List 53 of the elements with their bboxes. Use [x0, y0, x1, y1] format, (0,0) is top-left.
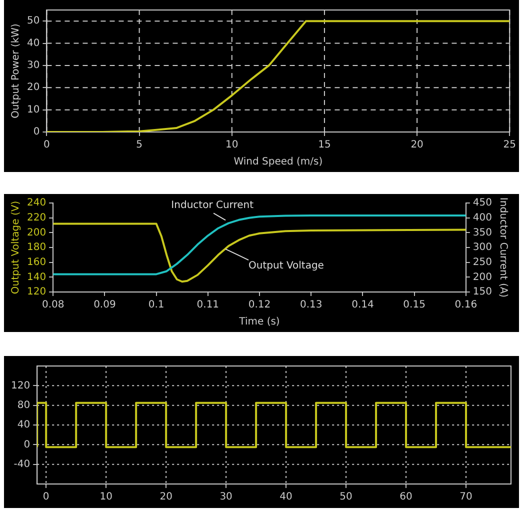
x-tick-label: 0.1: [148, 300, 164, 311]
y-tick-label: 0: [24, 439, 30, 450]
x-tick-label: 10: [100, 492, 112, 503]
x-tick-label: 0.12: [248, 300, 271, 311]
y-tick-label: 80: [17, 400, 30, 411]
x-tick-label: 0.13: [300, 300, 322, 311]
y-tick-label: 200: [26, 227, 46, 238]
x-tick-label: 10: [226, 140, 238, 151]
y-tick-label: 0: [33, 126, 40, 138]
x-tick-label: 0.15: [403, 300, 426, 311]
y-axis-title: Output Voltage (V): [10, 200, 22, 294]
y-tick-label: 40: [17, 420, 30, 431]
y2-tick-label: 300: [472, 242, 492, 254]
x-tick-label: 0.14: [352, 300, 374, 311]
x-tick-label: 5: [136, 140, 142, 151]
y-tick-label: 140: [26, 272, 46, 283]
y2-tick-label: 400: [472, 212, 492, 224]
x-tick-label: 20: [160, 492, 172, 503]
x-tick-label: 0.08: [42, 300, 64, 311]
y2-tick-label: 450: [472, 198, 492, 209]
x-tick-label: 15: [318, 140, 331, 151]
y2-axis-title: Inductor Current (A): [497, 197, 508, 298]
x-tick-label: 40: [280, 492, 292, 503]
y-tick-label: 10: [26, 104, 40, 116]
y-tick-label: 240: [26, 198, 46, 209]
y2-tick-label: 150: [472, 286, 492, 298]
x-tick-label: 25: [503, 140, 516, 151]
x-tick-label: 0.11: [196, 300, 220, 311]
y-tick-label: 20: [26, 82, 40, 94]
y-tick-label: 50: [26, 16, 40, 27]
y-tick-label: 220: [26, 212, 46, 224]
y2-tick-label: 250: [472, 256, 492, 268]
x-axis-title: Wind Speed (m/s): [234, 156, 323, 168]
series-label: Inductor Current: [171, 200, 254, 211]
x-axis-title: Time (s): [238, 316, 280, 328]
text: Output Voltage: [248, 260, 324, 272]
x-tick-label: 0.16: [454, 300, 478, 311]
x-tick-label: 70: [460, 492, 472, 503]
y-tick-label: 120: [10, 380, 30, 392]
y-tick-label: 180: [26, 242, 46, 254]
y-tick-label: 30: [26, 60, 40, 72]
y2-tick-label: 200: [472, 272, 492, 283]
x-tick-label: 30: [220, 492, 232, 503]
y-tick-label: 120: [26, 286, 46, 298]
y-tick-label: 160: [26, 256, 46, 268]
x-tick-label: 0.09: [94, 300, 116, 311]
y2-tick-label: 350: [472, 227, 492, 238]
y-tick-label: 40: [26, 38, 40, 49]
x-tick-label: 50: [340, 492, 352, 503]
y-tick-label: -40: [14, 458, 30, 470]
x-tick-label: 60: [400, 492, 412, 503]
x-tick-label: 20: [410, 140, 424, 151]
y-axis-title: Output Power (kW): [10, 24, 22, 118]
